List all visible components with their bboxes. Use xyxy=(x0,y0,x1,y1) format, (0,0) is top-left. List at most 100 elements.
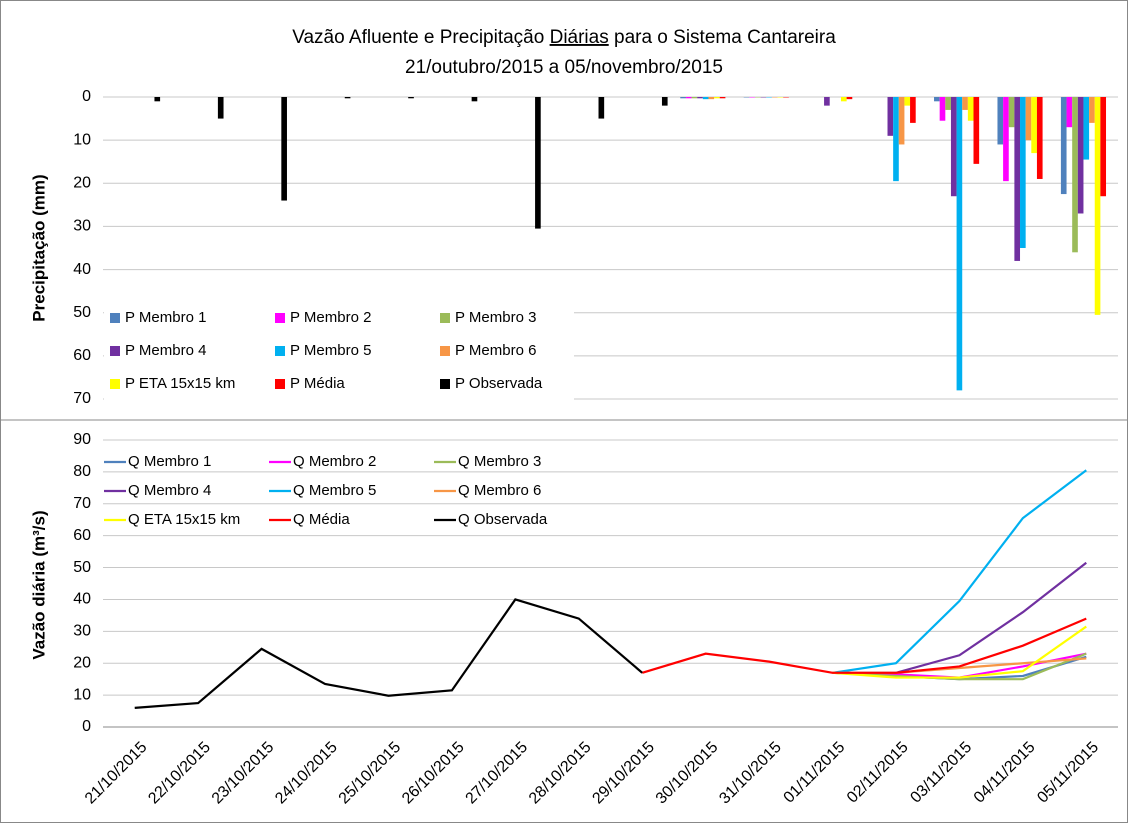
bar xyxy=(408,97,414,99)
bar xyxy=(939,97,946,121)
bar xyxy=(1083,97,1090,160)
bar xyxy=(840,97,847,102)
title-part: Vazão Afluente e Precipitação xyxy=(292,27,549,48)
y-tick-label: 80 xyxy=(73,463,91,480)
bar xyxy=(1077,97,1084,214)
y-tick-label: 0 xyxy=(82,718,91,735)
legend-label: Q Observada xyxy=(458,511,548,528)
bar xyxy=(691,97,698,99)
bar xyxy=(1036,97,1043,179)
bar xyxy=(1008,97,1015,128)
legend-swatch xyxy=(110,379,120,389)
bar xyxy=(956,97,963,391)
bar xyxy=(898,97,905,145)
legend-swatch xyxy=(440,379,450,389)
bar xyxy=(471,97,478,102)
legend-label: Q Membro 5 xyxy=(293,482,376,499)
legend-label: P Membro 4 xyxy=(125,342,206,359)
bar xyxy=(702,97,709,100)
bar xyxy=(893,97,899,182)
title-part: Diárias xyxy=(550,27,609,48)
bar xyxy=(945,97,951,110)
bar xyxy=(973,97,980,164)
bar xyxy=(967,97,974,121)
y-tick-label: 90 xyxy=(73,431,91,448)
bar xyxy=(661,97,668,106)
legend-swatch xyxy=(275,313,285,323)
chart-title: Vazão Afluente e Precipitação Diárias pa… xyxy=(292,27,836,48)
bar xyxy=(997,97,1004,145)
y-axis-label: Vazão diária (m³/s) xyxy=(29,510,48,659)
y-tick-label: 30 xyxy=(73,218,91,235)
legend-swatch xyxy=(110,346,120,356)
bar xyxy=(846,97,853,100)
legend-swatch xyxy=(275,346,285,356)
series-line xyxy=(832,625,1087,679)
legend-label: Q Membro 3 xyxy=(458,453,541,470)
y-tick-label: 20 xyxy=(73,175,91,192)
y-tick-label: 50 xyxy=(73,559,91,576)
bar xyxy=(535,97,541,229)
series-line xyxy=(134,598,643,709)
y-tick-label: 0 xyxy=(82,88,91,105)
series-line xyxy=(641,617,1087,674)
y-tick-label: 40 xyxy=(73,261,91,278)
legend-label: P Média xyxy=(290,375,345,392)
y-tick-label: 60 xyxy=(73,347,91,364)
y-tick-label: 10 xyxy=(73,131,91,148)
legend-swatch xyxy=(440,313,450,323)
bar xyxy=(934,97,940,102)
bar xyxy=(154,97,161,102)
bar xyxy=(1089,97,1095,123)
y-tick-label: 40 xyxy=(73,591,91,608)
y-tick-label: 70 xyxy=(73,390,91,407)
bar xyxy=(824,97,830,106)
bar xyxy=(1100,97,1107,197)
bar xyxy=(685,97,692,99)
bar xyxy=(1031,97,1037,154)
series-line xyxy=(832,469,1087,674)
bar xyxy=(1003,97,1009,182)
legend-label: Q ETA 15x15 km xyxy=(128,511,240,528)
bar xyxy=(1014,97,1021,261)
bar xyxy=(910,97,916,123)
bar xyxy=(281,97,287,201)
legend-label: P Observada xyxy=(455,375,543,392)
legend-label: P Membro 3 xyxy=(455,309,536,326)
bar xyxy=(962,97,968,110)
bar xyxy=(708,97,715,100)
bar xyxy=(1060,97,1067,195)
legend-box xyxy=(104,298,574,400)
bar xyxy=(1066,97,1073,128)
bar xyxy=(1025,97,1032,141)
bar xyxy=(904,97,911,106)
legend-label: Q Membro 2 xyxy=(293,453,376,470)
y-tick-label: 10 xyxy=(73,686,91,703)
y-tick-label: 20 xyxy=(73,654,91,671)
legend-swatch xyxy=(110,313,120,323)
y-tick-label: 70 xyxy=(73,495,91,512)
legend-label: Q Membro 1 xyxy=(128,453,211,470)
chart-subtitle: 21/outubro/2015 a 05/novembro/2015 xyxy=(405,57,723,78)
legend-label: Q Média xyxy=(293,511,350,528)
bar xyxy=(950,97,957,197)
bar xyxy=(598,97,605,119)
legend-label: P Membro 5 xyxy=(290,342,371,359)
bar xyxy=(1020,97,1026,248)
legend-label: P Membro 1 xyxy=(125,309,206,326)
bar xyxy=(344,97,351,99)
legend-swatch xyxy=(440,346,450,356)
y-tick-label: 50 xyxy=(73,304,91,321)
y-tick-label: 60 xyxy=(73,527,91,544)
legend-label: Q Membro 4 xyxy=(128,482,211,499)
bar xyxy=(697,97,703,99)
legend-label: P Membro 2 xyxy=(290,309,371,326)
bar xyxy=(714,97,720,99)
bar xyxy=(1094,97,1101,315)
bar xyxy=(887,97,894,136)
bar xyxy=(719,97,726,99)
y-axis-label: Precipitação (mm) xyxy=(29,174,48,321)
legend-label: P ETA 15x15 km xyxy=(125,375,235,392)
